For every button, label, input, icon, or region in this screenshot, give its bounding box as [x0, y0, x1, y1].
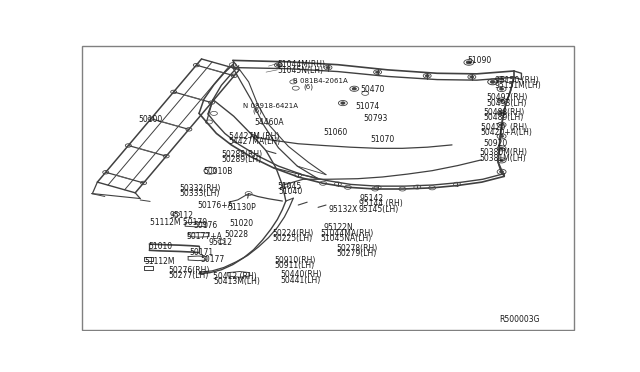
Text: 50276(RH): 50276(RH) — [168, 266, 210, 275]
Text: 50911(LH): 50911(LH) — [275, 261, 314, 270]
Circle shape — [276, 64, 280, 66]
Text: 50224(RH): 50224(RH) — [273, 229, 314, 238]
Text: N 08918-6421A: N 08918-6421A — [243, 103, 298, 109]
Text: 50010B: 50010B — [203, 167, 232, 176]
Text: 50171: 50171 — [189, 247, 213, 257]
Text: 50278(RH): 50278(RH) — [336, 244, 377, 253]
Text: 95151M(LH): 95151M(LH) — [495, 81, 541, 90]
Circle shape — [500, 159, 504, 161]
Text: 95145(LH): 95145(LH) — [359, 205, 399, 214]
Text: 50228: 50228 — [225, 230, 249, 239]
Text: 51010: 51010 — [148, 243, 172, 251]
Circle shape — [326, 67, 330, 69]
Text: 50420  (RH): 50420 (RH) — [481, 123, 527, 132]
Text: 51045N(LH): 51045N(LH) — [277, 66, 323, 75]
Text: R500003G: R500003G — [499, 315, 540, 324]
Text: 50288(RH): 50288(RH) — [221, 150, 262, 158]
Text: 50492(RH): 50492(RH) — [486, 93, 528, 102]
Text: 51074: 51074 — [356, 102, 380, 111]
Text: 50920: 50920 — [484, 139, 508, 148]
Text: 50493(LH): 50493(LH) — [486, 99, 527, 108]
Text: B 081B4-2061A: B 081B4-2061A — [293, 78, 348, 84]
Circle shape — [490, 80, 495, 83]
Circle shape — [425, 75, 429, 77]
Text: 50413M(LH): 50413M(LH) — [213, 277, 260, 286]
Text: 51090: 51090 — [467, 56, 491, 65]
Text: 54427MA(LH): 54427MA(LH) — [229, 137, 281, 146]
Circle shape — [467, 61, 471, 64]
Text: 50489(LH): 50489(LH) — [484, 113, 524, 122]
Text: 51040: 51040 — [278, 187, 303, 196]
Text: 50440(RH): 50440(RH) — [280, 270, 322, 279]
Circle shape — [500, 99, 504, 102]
Text: 54460A: 54460A — [255, 118, 284, 127]
Text: 50333(LH): 50333(LH) — [179, 189, 220, 198]
Text: 50176+A: 50176+A — [197, 201, 233, 210]
Text: 50488(RH): 50488(RH) — [484, 108, 525, 117]
Text: 51112M: 51112M — [145, 257, 175, 266]
Text: 51020: 51020 — [230, 219, 254, 228]
Circle shape — [500, 88, 504, 90]
Text: 95122N: 95122N — [323, 224, 353, 232]
Text: 51070: 51070 — [371, 135, 395, 144]
Text: 50332(RH): 50332(RH) — [179, 184, 221, 193]
Text: 51112M 50170: 51112M 50170 — [150, 218, 207, 227]
Circle shape — [376, 71, 380, 73]
Text: 51045: 51045 — [277, 182, 301, 190]
Text: (6): (6) — [253, 108, 262, 114]
Text: 50470: 50470 — [361, 85, 385, 94]
Text: 51045NA(LH): 51045NA(LH) — [320, 234, 371, 243]
Text: 50289(LH): 50289(LH) — [221, 155, 261, 164]
Text: 50176: 50176 — [193, 221, 218, 230]
Text: 50279(LH): 50279(LH) — [336, 249, 376, 258]
Text: 95142: 95142 — [360, 194, 384, 203]
Text: 50910(RH): 50910(RH) — [275, 256, 316, 264]
Text: 50441(LH): 50441(LH) — [280, 276, 321, 285]
Circle shape — [341, 102, 345, 104]
Circle shape — [500, 78, 504, 80]
Text: 51130P: 51130P — [228, 203, 257, 212]
Circle shape — [500, 147, 504, 150]
Text: 95150 (RH): 95150 (RH) — [495, 76, 538, 85]
Text: 51060: 51060 — [323, 128, 348, 137]
Text: (6): (6) — [303, 83, 313, 90]
Text: 54427M (RH): 54427M (RH) — [229, 132, 279, 141]
Text: 51044M(RH): 51044M(RH) — [277, 60, 325, 69]
Text: 95132X: 95132X — [329, 205, 358, 214]
Text: 50277(LH): 50277(LH) — [168, 271, 209, 280]
Text: 95112: 95112 — [209, 238, 233, 247]
Circle shape — [500, 135, 504, 137]
Text: 50177+A: 50177+A — [187, 232, 223, 241]
Text: 50100: 50100 — [138, 115, 163, 124]
Text: 50381M(LH): 50381M(LH) — [480, 154, 527, 163]
Text: 50793: 50793 — [364, 114, 388, 123]
Text: 95112: 95112 — [169, 211, 193, 221]
Circle shape — [352, 87, 356, 90]
Text: 50177: 50177 — [200, 255, 224, 264]
Circle shape — [500, 124, 504, 126]
Text: 50412 (RH): 50412 (RH) — [213, 272, 257, 280]
Text: 50380M(RH): 50380M(RH) — [480, 148, 528, 157]
Text: 51044MA(RH): 51044MA(RH) — [320, 229, 373, 238]
Circle shape — [500, 171, 504, 173]
Text: 50225(LH): 50225(LH) — [273, 234, 312, 243]
Text: 50420+A(LH): 50420+A(LH) — [481, 128, 532, 137]
Circle shape — [500, 112, 504, 114]
Text: 95144 (RH): 95144 (RH) — [359, 199, 403, 208]
Circle shape — [470, 76, 474, 78]
